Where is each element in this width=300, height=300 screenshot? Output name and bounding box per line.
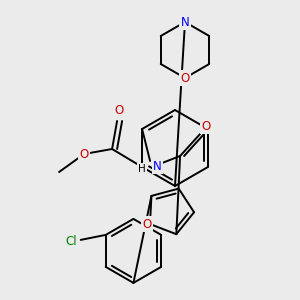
Text: N: N bbox=[181, 16, 189, 28]
Text: Cl: Cl bbox=[65, 236, 76, 248]
Text: N: N bbox=[153, 160, 161, 172]
Text: H: H bbox=[138, 164, 146, 174]
Text: O: O bbox=[180, 71, 190, 85]
Text: O: O bbox=[115, 104, 124, 118]
Text: O: O bbox=[80, 148, 89, 160]
Text: O: O bbox=[142, 218, 152, 231]
Text: O: O bbox=[202, 119, 211, 133]
